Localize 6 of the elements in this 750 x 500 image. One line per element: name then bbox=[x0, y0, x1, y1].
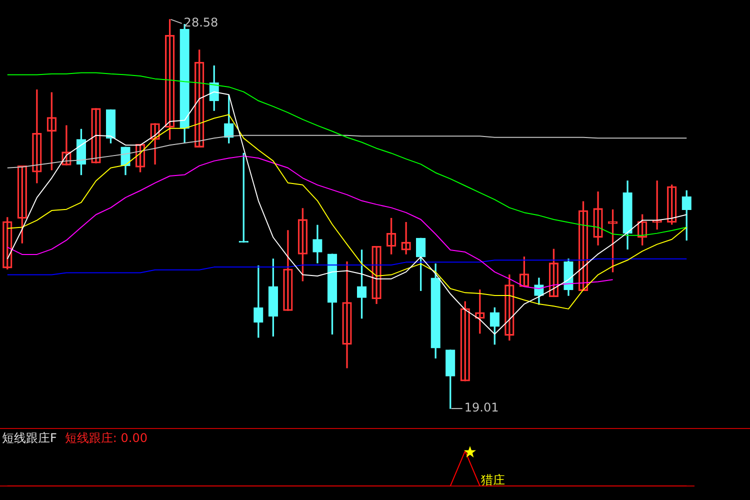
annotation: 19.01 bbox=[464, 400, 499, 415]
text: 短线跟庄: 0.00 bbox=[64, 431, 148, 446]
annotation: 猎庄 bbox=[481, 473, 506, 488]
annotation: 28.58 bbox=[184, 16, 218, 30]
candlestick bbox=[91, 108, 101, 164]
chart-title: 短线跟庄F bbox=[2, 431, 57, 446]
